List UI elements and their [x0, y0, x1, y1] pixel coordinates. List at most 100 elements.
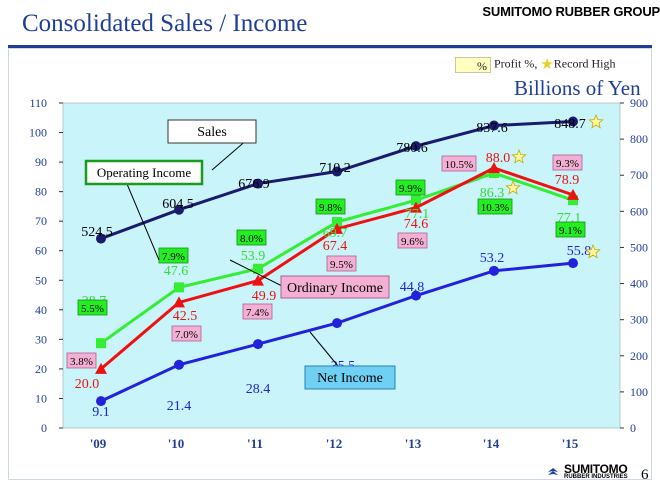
- operating-income-percent-badge: [477, 198, 513, 215]
- left-axis-tick-label: 70: [35, 214, 47, 228]
- operating-income-marker: [411, 195, 421, 206]
- sales-callout-label: Sales: [197, 125, 227, 140]
- record-high-star-icon: [505, 179, 521, 195]
- left-axis-tick-label: 80: [35, 185, 47, 199]
- operating-income-percent-label: 10.3%: [481, 202, 509, 214]
- ordinary-income-marker: [95, 362, 107, 374]
- right-axis-tick-label: 600: [630, 204, 648, 218]
- net-income-value-label: 53.2: [480, 251, 505, 266]
- right-axis-tick-label: 400: [630, 277, 648, 291]
- sales-marker: [489, 120, 499, 131]
- ordinary-income-callout-leader: [229, 259, 285, 288]
- net-income-marker: [568, 258, 578, 269]
- footer-brand: SUMITOMO RUBBER INDUSTRIES: [552, 462, 628, 480]
- footer-brand-name: SUMITOMO: [564, 462, 628, 476]
- left-axis-tick-label: 10: [35, 391, 47, 405]
- net-income-value-label: 21.4: [167, 399, 192, 414]
- sales-value-label: 837.6: [476, 121, 508, 136]
- sales-marker: [332, 166, 342, 177]
- sales-value-label: 780.6: [396, 141, 428, 156]
- net-income-marker: [253, 339, 263, 350]
- x-axis-tick-label: '15: [562, 436, 579, 451]
- net-income-marker: [96, 396, 106, 407]
- right-axis-tick-label: 500: [630, 240, 648, 254]
- x-axis-tick-label: '13: [405, 436, 422, 451]
- net-income-value-label: 28.4: [246, 382, 271, 397]
- record-high-star-icon: [585, 243, 601, 259]
- operating-income-percent-badge: [236, 229, 267, 246]
- ordinary-income-value-label: 42.5: [173, 309, 198, 324]
- operating-income-percent-label: 7.9%: [162, 251, 185, 263]
- profit-percent-swatch: %: [455, 56, 491, 73]
- ordinary-income-value-label: 49.9: [252, 289, 277, 304]
- operating-income-percent-badge: [555, 221, 586, 238]
- left-axis-tick-label: 0: [41, 421, 47, 435]
- right-axis-tick-label: 100: [630, 385, 648, 399]
- operating-income-value-label: 47.6: [164, 264, 189, 279]
- sales-callout-box: [167, 119, 257, 144]
- legend-record-label: Record High: [553, 56, 616, 71]
- record-high-star-icon: [511, 148, 527, 164]
- chart-frame: [8, 48, 652, 480]
- star-icon: ★: [540, 57, 554, 73]
- ordinary-income-value-label: 78.9: [555, 173, 580, 188]
- x-axis-tick-label: '11: [247, 436, 263, 451]
- left-axis-tick-label: 30: [35, 332, 47, 346]
- sales-marker: [174, 204, 184, 215]
- x-axis-tick-label: '14: [483, 436, 500, 451]
- left-axis-tick-label: 90: [35, 155, 47, 169]
- ordinary-income-marker: [410, 201, 422, 213]
- record-high-star-icon: [588, 113, 604, 129]
- right-axis-tick-label: 900: [630, 96, 648, 110]
- right-axis-tick-label: 800: [630, 132, 648, 146]
- sales-marker: [411, 141, 421, 152]
- ordinary-income-percent-badge: [326, 255, 357, 272]
- left-axis-tick-label: 20: [35, 362, 47, 376]
- ordinary-income-percent-label: 10.5%: [445, 159, 473, 171]
- operating-income-marker: [253, 263, 263, 274]
- operating-income-value-label: 69.7: [323, 226, 348, 241]
- operating-income-value-label: 77.1: [405, 207, 430, 222]
- sales-marker: [96, 233, 106, 244]
- sales-marker: [568, 116, 578, 127]
- right-axis-tick-label: 200: [630, 349, 648, 363]
- net-income-callout-label: Net Income: [317, 371, 383, 386]
- operating-income-callout-box: [84, 159, 204, 186]
- unit-label: Billions of Yen: [514, 76, 641, 100]
- ordinary-income-value-label: 67.4: [323, 239, 348, 254]
- sales-value-label: 524.5: [81, 225, 113, 240]
- ordinary-income-callout-box: [280, 275, 390, 299]
- left-axis-tick-label: 40: [35, 303, 47, 317]
- ordinary-income-percent-label: 9.3%: [556, 158, 579, 170]
- sales-value-label: 604.5: [162, 197, 194, 212]
- right-axis-tick-label: 700: [630, 168, 648, 182]
- operating-income-percent-label: 8.0%: [240, 233, 263, 245]
- operating-income-marker: [96, 338, 106, 349]
- net-income-marker: [332, 318, 342, 329]
- brand-header: SUMITOMO RUBBER GROUP: [482, 4, 660, 19]
- operating-income-marker: [174, 282, 184, 293]
- operating-income-callout-label: Operating Income: [97, 165, 191, 180]
- operating-income-value-label: 53.9: [241, 249, 266, 264]
- operating-income-marker: [332, 217, 342, 228]
- net-income-value-label: 9.1: [92, 405, 110, 420]
- ordinary-income-percent-label: 9.6%: [401, 236, 424, 248]
- ordinary-income-percent-badge: [552, 154, 583, 171]
- left-axis-tick-label: 60: [35, 244, 47, 258]
- ordinary-income-callout-label: Ordinary Income: [287, 281, 383, 296]
- net-income-marker: [174, 359, 184, 370]
- ordinary-income-value-label: 88.0: [486, 151, 511, 166]
- left-axis-tick-label: 100: [29, 126, 47, 140]
- operating-income-percent-label: 9.9%: [399, 183, 422, 195]
- sales-marker: [253, 178, 263, 189]
- right-axis-tick-label: 0: [630, 421, 636, 435]
- sales-value-label: 848.7: [554, 117, 586, 132]
- page-title: Consolidated Sales / Income: [22, 10, 308, 37]
- right-axis-tick-label: 300: [630, 313, 648, 327]
- net-income-value-label: 44.8: [400, 280, 425, 295]
- chart-legend: % Profit %, ★Record High: [455, 55, 615, 74]
- ordinary-income-marker: [252, 274, 264, 286]
- ordinary-income-percent-label: 7.0%: [175, 329, 198, 341]
- net-income-marker: [489, 265, 499, 276]
